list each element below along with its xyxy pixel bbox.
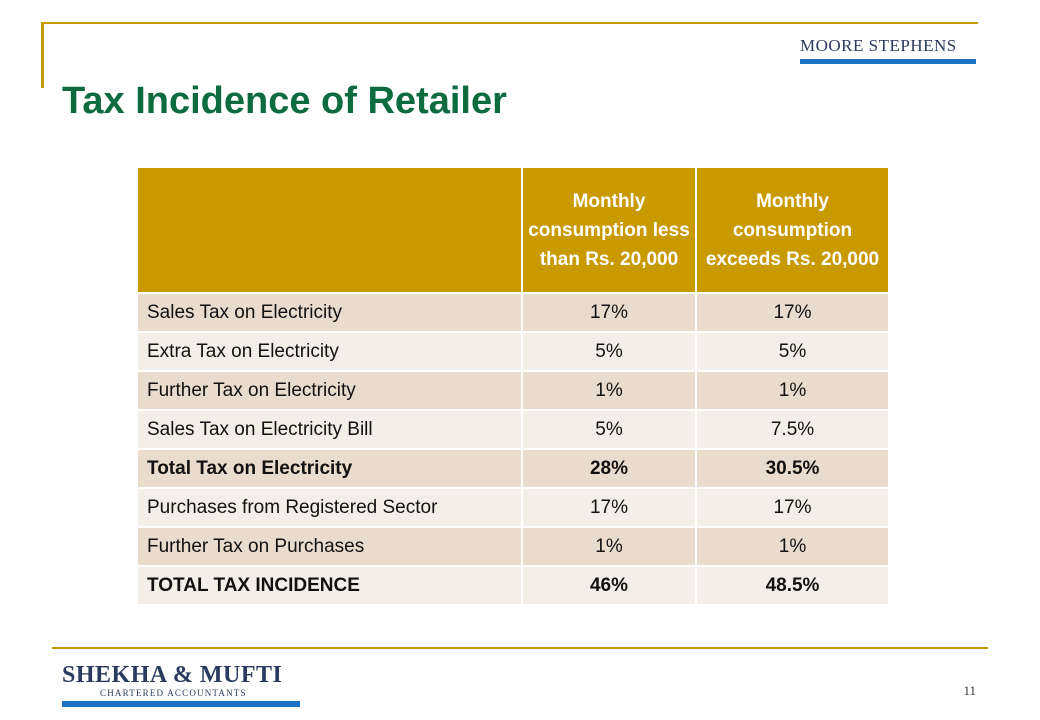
cell-less-than: 1% (521, 526, 696, 566)
cell-exceeds: 7.5% (695, 409, 888, 449)
cell-exceeds: 1% (695, 370, 888, 410)
logo-underline (62, 701, 300, 707)
bottom-divider (52, 647, 988, 649)
column-header-less-than: Monthly consumption less than Rs. 20,000 (521, 168, 696, 293)
cell-less-than: 5% (521, 331, 696, 371)
cell-less-than: 28% (521, 448, 696, 488)
slide-title: Tax Incidence of Retailer (62, 80, 507, 122)
table-row: Sales Tax on Electricity Bill 5% 7.5% (138, 409, 888, 449)
table-row-total-electricity: Total Tax on Electricity 28% 30.5% (138, 448, 888, 488)
cell-less-than: 1% (521, 370, 696, 410)
logo-underline (800, 59, 976, 64)
row-label: Extra Tax on Electricity (138, 331, 522, 371)
column-header-exceeds: Monthly consumption exceeds Rs. 20,000 (695, 168, 888, 293)
row-label: Further Tax on Electricity (138, 370, 522, 410)
logo-text: SHEKHA & MUFTI (62, 662, 283, 688)
table-row: Further Tax on Electricity 1% 1% (138, 370, 888, 410)
tax-incidence-table: Monthly consumption less than Rs. 20,000… (138, 168, 888, 604)
cell-less-than: 5% (521, 409, 696, 449)
cell-exceeds: 48.5% (695, 565, 888, 604)
table-header-row: Monthly consumption less than Rs. 20,000… (138, 168, 888, 293)
cell-less-than: 17% (521, 487, 696, 527)
cell-less-than: 17% (521, 292, 696, 332)
table-row-total-incidence: TOTAL TAX INCIDENCE 46% 48.5% (138, 565, 888, 604)
moore-stephens-logo: MOORE STEPHENS (800, 36, 976, 64)
logo-text: MOORE STEPHENS (800, 36, 957, 55)
table-row: Sales Tax on Electricity 17% 17% (138, 292, 888, 332)
row-label: TOTAL TAX INCIDENCE (138, 565, 522, 604)
logo-subtitle: CHARTERED ACCOUNTANTS (100, 688, 247, 698)
table-row: Extra Tax on Electricity 5% 5% (138, 331, 888, 371)
row-label: Total Tax on Electricity (138, 448, 522, 488)
cell-less-than: 46% (521, 565, 696, 604)
cell-exceeds: 17% (695, 292, 888, 332)
row-label: Sales Tax on Electricity Bill (138, 409, 522, 449)
shekha-mufti-logo: SHEKHA & MUFTI CHARTERED ACCOUNTANTS (62, 662, 300, 707)
cell-exceeds: 30.5% (695, 448, 888, 488)
row-label: Sales Tax on Electricity (138, 292, 522, 332)
table-row: Purchases from Registered Sector 17% 17% (138, 487, 888, 527)
column-header-item (138, 168, 522, 293)
cell-exceeds: 1% (695, 526, 888, 566)
table-row: Further Tax on Purchases 1% 1% (138, 526, 888, 566)
page-number: 11 (963, 683, 976, 698)
row-label: Purchases from Registered Sector (138, 487, 522, 527)
cell-exceeds: 17% (695, 487, 888, 527)
top-divider (42, 22, 978, 24)
row-label: Further Tax on Purchases (138, 526, 522, 566)
left-accent-bar (41, 22, 44, 88)
cell-exceeds: 5% (695, 331, 888, 371)
